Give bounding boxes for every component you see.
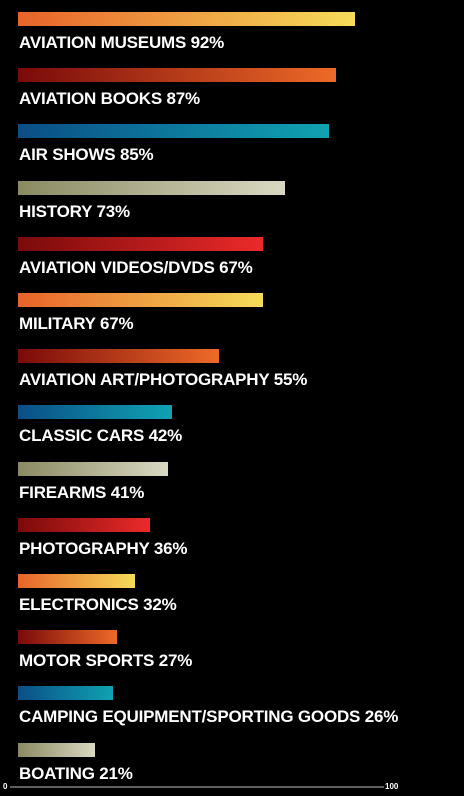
bar-camping-equipment-sporting-goods (18, 686, 114, 701)
bar-electronics (18, 574, 136, 588)
bar-label: AVIATION ART/PHOTOGRAPHY 55% (19, 370, 308, 390)
x-tick-label-max: 100 (385, 782, 399, 791)
bar-military (18, 293, 264, 307)
bar-aviation-art-photography (18, 349, 220, 364)
bar-label: CAMPING EQUIPMENT/SPORTING GOODS 26% (19, 707, 399, 727)
bar-label: AVIATION BOOKS 87% (19, 89, 200, 109)
bar-label: MILITARY 67% (19, 314, 134, 333)
bar-label: MOTOR SPORTS 27% (19, 651, 193, 671)
bar-classic-cars (18, 405, 172, 420)
bar-aviation-museums (18, 12, 355, 26)
bar-label: PHOTOGRAPHY 36% (19, 538, 188, 558)
bar-label: ELECTRONICS 32% (19, 595, 177, 614)
bar-label: CLASSIC CARS 42% (19, 426, 183, 446)
bar-photography (18, 517, 150, 532)
bar-label: AVIATION VIDEOS/DVDS 67% (19, 257, 253, 277)
bar-label: FIREARMS 41% (19, 482, 145, 502)
bar-aviation-books (18, 68, 337, 83)
bar-firearms (18, 461, 169, 476)
bar-air-shows (18, 124, 330, 139)
bar-history (18, 180, 286, 195)
bar-boating (18, 742, 95, 757)
bar-label: BOATING 21% (19, 763, 133, 783)
bar-label: AIR SHOWS 85% (19, 145, 154, 165)
bar-motor-sports (18, 630, 117, 645)
x-tick-label-min: 0 (3, 782, 8, 791)
bar-label: HISTORY 73% (19, 201, 130, 221)
bar-label: AVIATION MUSEUMS 92% (19, 33, 225, 52)
bar-aviation-videos-dvds (18, 236, 264, 251)
